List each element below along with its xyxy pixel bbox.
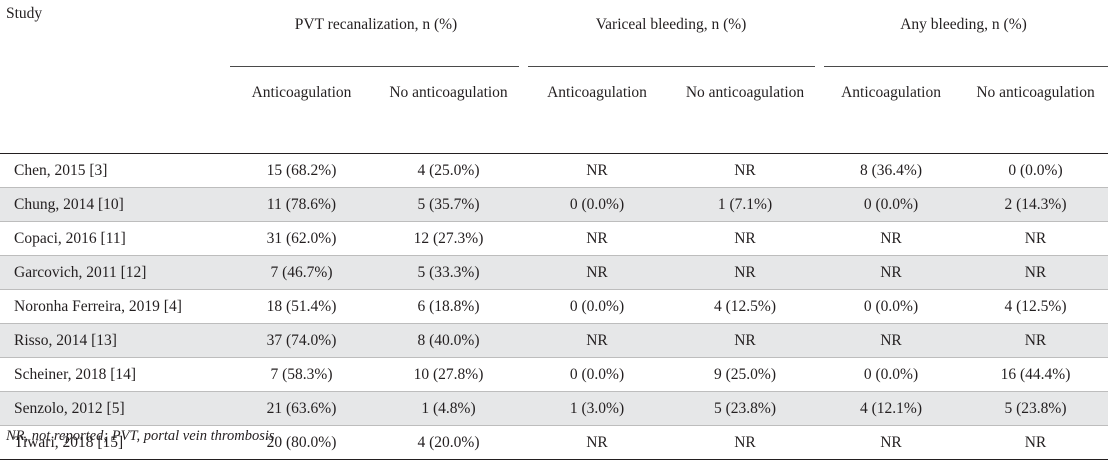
subheader-any-anticoagulation: Anticoagulation <box>819 67 964 154</box>
value-cell: 18 (51.4%) <box>229 289 374 324</box>
value-cell: 5 (33.3%) <box>374 255 523 290</box>
value-cell: NR <box>523 221 671 256</box>
study-cell: Scheiner, 2018 [14] <box>0 357 229 392</box>
value-cell: NR <box>671 153 820 188</box>
group-header-label: Variceal bleeding, n (%) <box>595 16 747 33</box>
group-header-any-bleeding: Any bleeding, n (%) <box>819 0 1108 67</box>
table-row: Risso, 2014 [13] 37 (74.0%) 8 (40.0%) NR NR N… <box>0 323 1108 358</box>
subheader-any-no-anticoagulation: No anticoagulation <box>963 67 1108 154</box>
table-row: Scheiner, 2018 [14] 7 (58.3%) 10 (27.8%) 0 … <box>0 357 1108 392</box>
value-cell: 15 (68.2%) <box>229 153 374 188</box>
table-row: Senzolo, 2012 [5] 21 (63.6%) 1 (4.8%) 1 (3.… <box>0 391 1108 426</box>
value-cell: NR <box>963 255 1108 290</box>
value-cell: 7 (46.7%) <box>229 255 374 290</box>
table-row: Copaci, 2016 [11] 31 (62.0%) 12 (27.3%) NR N… <box>0 221 1108 256</box>
value-cell: 11 (78.6%) <box>229 187 374 222</box>
value-cell: 0 (0.0%) <box>819 187 964 222</box>
value-cell: 5 (23.8%) <box>963 391 1108 426</box>
header-row-groups: Study PVT recanalization, n (%) Variceal… <box>0 0 1108 67</box>
value-cell: NR <box>523 255 671 290</box>
value-cell: NR <box>963 323 1108 358</box>
value-cell: 5 (35.7%) <box>374 187 523 222</box>
value-cell: 16 (44.4%) <box>963 357 1108 392</box>
value-cell: 7 (58.3%) <box>229 357 374 392</box>
table-header: Study PVT recanalization, n (%) Variceal… <box>0 0 1108 154</box>
study-cell: Copaci, 2016 [11] <box>0 221 229 256</box>
value-cell: NR <box>819 323 964 358</box>
value-cell: 0 (0.0%) <box>523 289 671 324</box>
study-cell: Senzolo, 2012 [5] <box>0 391 229 426</box>
value-cell: 4 (20.0%) <box>374 425 523 460</box>
value-cell: 6 (18.8%) <box>374 289 523 324</box>
group-header-label: PVT recanalization, n (%) <box>294 16 458 33</box>
value-cell: 5 (23.8%) <box>671 391 820 426</box>
value-cell: 1 (4.8%) <box>374 391 523 426</box>
value-cell: NR <box>963 221 1108 256</box>
value-cell: 8 (36.4%) <box>819 153 964 188</box>
value-cell: 0 (0.0%) <box>819 357 964 392</box>
subheader-pvt-anticoagulation: Anticoagulation <box>229 67 374 154</box>
group-header-variceal-bleeding: Variceal bleeding, n (%) <box>523 0 819 67</box>
group-rule <box>230 66 519 67</box>
group-header-pvt-recanalization: PVT recanalization, n (%) <box>229 0 523 67</box>
study-cell: Risso, 2014 [13] <box>0 323 229 358</box>
value-cell: NR <box>523 153 671 188</box>
table-body: Chen, 2015 [3] 15 (68.2%) 4 (25.0%) NR NR 8 (… <box>0 153 1108 460</box>
value-cell: NR <box>671 425 820 460</box>
value-cell: 31 (62.0%) <box>229 221 374 256</box>
value-cell: 12 (27.3%) <box>374 221 523 256</box>
value-cell: NR <box>671 323 820 358</box>
subheader-pvt-no-anticoagulation: No anticoagulation <box>374 67 523 154</box>
value-cell: NR <box>819 425 964 460</box>
value-cell: 4 (25.0%) <box>374 153 523 188</box>
value-cell: 4 (12.5%) <box>671 289 820 324</box>
value-cell: NR <box>523 323 671 358</box>
value-cell: 9 (25.0%) <box>671 357 820 392</box>
study-column-header: Study <box>6 5 43 22</box>
value-cell: 21 (63.6%) <box>229 391 374 426</box>
group-rule <box>824 66 1108 67</box>
table-row: Noronha Ferreira, 2019 [4] 18 (51.4%) 6 (1… <box>0 289 1108 324</box>
value-cell: NR <box>671 221 820 256</box>
value-cell: 0 (0.0%) <box>523 187 671 222</box>
table-row: Chung, 2014 [10] 11 (78.6%) 5 (35.7%) 0 (0.… <box>0 187 1108 222</box>
value-cell: 4 (12.1%) <box>819 391 964 426</box>
value-cell: 1 (7.1%) <box>671 187 820 222</box>
value-cell: NR <box>819 221 964 256</box>
value-cell: NR <box>819 255 964 290</box>
study-cell: Chung, 2014 [10] <box>0 187 229 222</box>
value-cell: NR <box>523 425 671 460</box>
group-rule <box>528 66 816 67</box>
value-cell: 10 (27.8%) <box>374 357 523 392</box>
table-row: Garcovich, 2011 [12] 7 (46.7%) 5 (33.3%) NR… <box>0 255 1108 290</box>
value-cell: 0 (0.0%) <box>819 289 964 324</box>
group-header-label: Any bleeding, n (%) <box>900 16 1027 33</box>
value-cell: 37 (74.0%) <box>229 323 374 358</box>
subheader-variceal-no-anticoagulation: No anticoagulation <box>671 67 820 154</box>
header-row-subgroups: Anticoagulation No anticoagulation Antic… <box>0 67 1108 154</box>
study-cell: Garcovich, 2011 [12] <box>0 255 229 290</box>
subheader-variceal-anticoagulation: Anticoagulation <box>523 67 671 154</box>
value-cell: 8 (40.0%) <box>374 323 523 358</box>
table-footnote: NR, not reported; PVT, portal vein throm… <box>6 428 275 444</box>
value-cell: 0 (0.0%) <box>963 153 1108 188</box>
study-cell: Chen, 2015 [3] <box>0 153 229 188</box>
value-cell: 1 (3.0%) <box>523 391 671 426</box>
value-cell: 4 (12.5%) <box>963 289 1108 324</box>
table-row: Chen, 2015 [3] 15 (68.2%) 4 (25.0%) NR NR 8 (… <box>0 153 1108 188</box>
value-cell: 0 (0.0%) <box>523 357 671 392</box>
value-cell: NR <box>963 425 1108 460</box>
study-header-spacer <box>0 67 229 154</box>
value-cell: 2 (14.3%) <box>963 187 1108 222</box>
study-cell: Noronha Ferreira, 2019 [4] <box>0 289 229 324</box>
value-cell: NR <box>671 255 820 290</box>
